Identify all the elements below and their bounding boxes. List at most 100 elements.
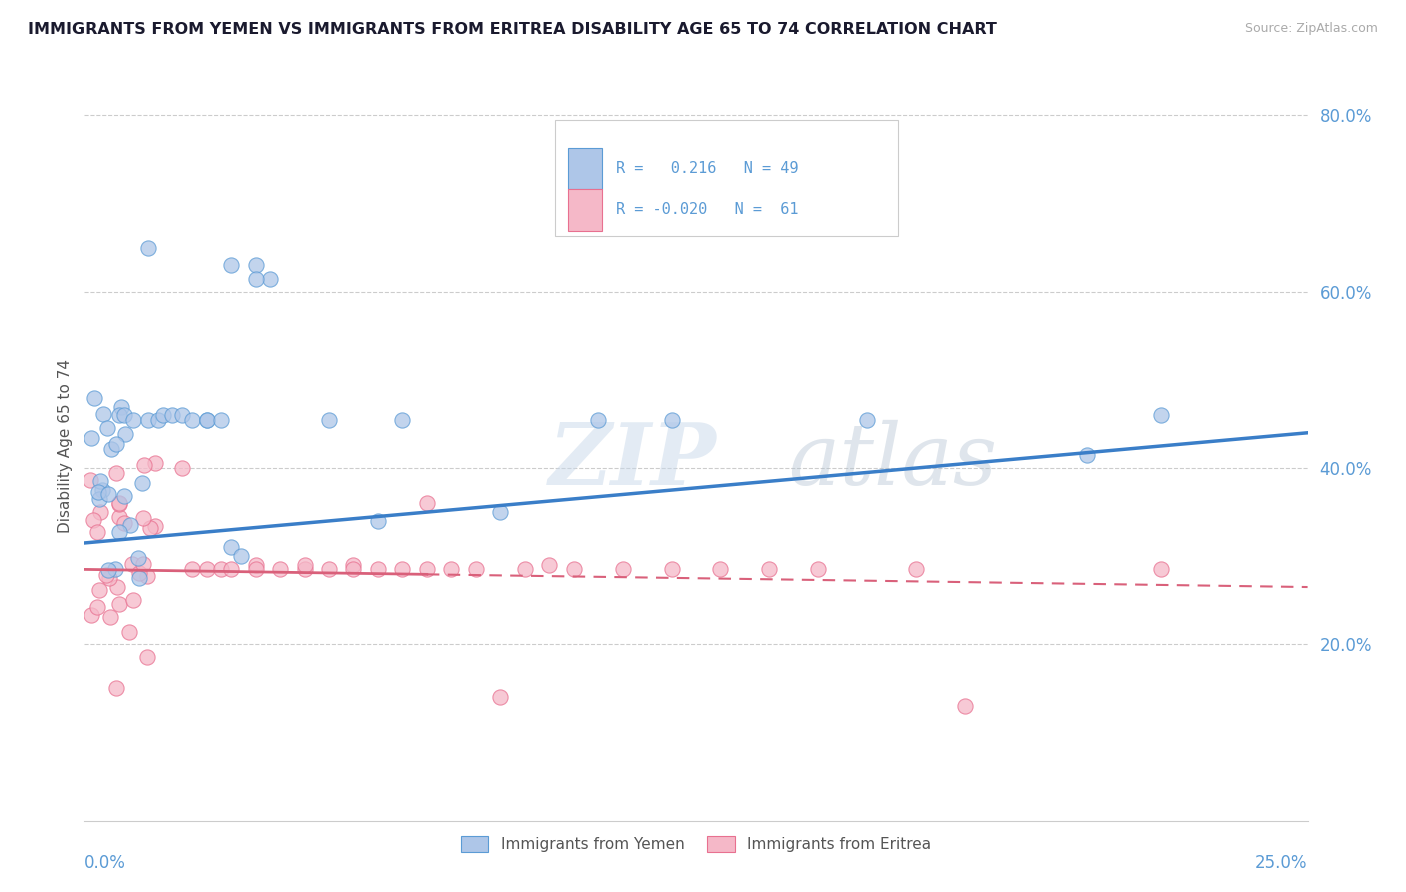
- Point: [416, 562, 439, 576]
- Point: [367, 514, 389, 528]
- Text: R = -0.020   N =  61: R = -0.020 N = 61: [616, 202, 799, 218]
- Point: [80, 431, 103, 445]
- Point: [87, 491, 110, 506]
- Point: [318, 412, 340, 426]
- Point: [562, 562, 585, 576]
- FancyBboxPatch shape: [555, 120, 898, 236]
- Point: [1150, 562, 1173, 576]
- Point: [97, 487, 120, 501]
- Point: [108, 524, 131, 539]
- Point: [294, 562, 316, 576]
- Point: [181, 562, 204, 576]
- Point: [489, 690, 512, 705]
- Point: [342, 558, 364, 572]
- Point: [128, 571, 150, 585]
- Point: [136, 412, 159, 426]
- Point: [259, 271, 281, 285]
- Point: [110, 400, 132, 414]
- Point: [294, 558, 316, 572]
- Point: [100, 442, 122, 456]
- Point: [89, 505, 111, 519]
- Point: [709, 562, 731, 576]
- Point: [146, 412, 169, 426]
- Point: [122, 412, 145, 426]
- Point: [86, 524, 108, 539]
- Point: [245, 258, 267, 272]
- Point: [172, 461, 194, 475]
- Point: [90, 483, 112, 497]
- Point: [181, 412, 204, 426]
- Point: [856, 412, 879, 426]
- Legend: Immigrants from Yemen, Immigrants from Eritrea: Immigrants from Yemen, Immigrants from E…: [454, 830, 938, 858]
- Point: [114, 426, 136, 441]
- Point: [152, 408, 174, 422]
- Point: [172, 408, 194, 422]
- Point: [391, 412, 413, 426]
- Point: [661, 562, 683, 576]
- Point: [112, 516, 135, 530]
- Point: [391, 562, 413, 576]
- Point: [82, 512, 104, 526]
- Point: [538, 558, 561, 572]
- Point: [489, 505, 512, 519]
- Point: [131, 475, 153, 490]
- Point: [195, 412, 218, 426]
- Point: [612, 562, 634, 576]
- Point: [440, 562, 463, 576]
- Point: [132, 510, 155, 524]
- Point: [79, 607, 101, 622]
- Point: [1076, 448, 1098, 462]
- Point: [229, 549, 252, 564]
- Point: [367, 562, 389, 576]
- Point: [195, 412, 218, 426]
- Point: [96, 568, 118, 582]
- Point: [105, 580, 128, 594]
- Point: [91, 407, 114, 421]
- Point: [162, 408, 184, 422]
- Point: [128, 566, 150, 580]
- Point: [953, 699, 976, 714]
- Point: [195, 562, 218, 576]
- Point: [96, 420, 118, 434]
- Point: [245, 271, 267, 285]
- Point: [245, 558, 267, 572]
- Point: [661, 412, 683, 426]
- Point: [120, 517, 142, 532]
- Point: [121, 557, 143, 571]
- Point: [245, 562, 267, 576]
- Point: [104, 562, 127, 576]
- Point: [219, 541, 242, 555]
- Point: [807, 562, 830, 576]
- Point: [105, 466, 128, 480]
- Point: [112, 408, 135, 422]
- Point: [219, 562, 242, 576]
- Point: [209, 412, 232, 426]
- Point: [108, 496, 131, 510]
- Point: [107, 497, 129, 511]
- Point: [89, 474, 111, 488]
- Point: [143, 519, 166, 533]
- Point: [114, 489, 136, 503]
- Point: [416, 496, 439, 510]
- Point: [79, 473, 101, 487]
- Text: R =   0.216   N = 49: R = 0.216 N = 49: [616, 161, 799, 177]
- Point: [219, 258, 242, 272]
- Point: [132, 458, 155, 472]
- Text: IMMIGRANTS FROM YEMEN VS IMMIGRANTS FROM ERITREA DISABILITY AGE 65 TO 74 CORRELA: IMMIGRANTS FROM YEMEN VS IMMIGRANTS FROM…: [28, 22, 997, 37]
- Point: [107, 408, 129, 422]
- Point: [905, 562, 928, 576]
- Point: [586, 412, 609, 426]
- Text: atlas: atlas: [787, 419, 997, 502]
- Text: ZIP: ZIP: [550, 419, 717, 503]
- Point: [108, 598, 131, 612]
- Point: [1150, 408, 1173, 422]
- Point: [118, 625, 141, 640]
- Text: Source: ZipAtlas.com: Source: ZipAtlas.com: [1244, 22, 1378, 36]
- Point: [143, 457, 166, 471]
- Point: [97, 571, 120, 585]
- Y-axis label: Disability Age 65 to 74: Disability Age 65 to 74: [58, 359, 73, 533]
- Point: [758, 562, 780, 576]
- Point: [105, 436, 128, 450]
- Point: [209, 562, 232, 576]
- Point: [136, 241, 159, 255]
